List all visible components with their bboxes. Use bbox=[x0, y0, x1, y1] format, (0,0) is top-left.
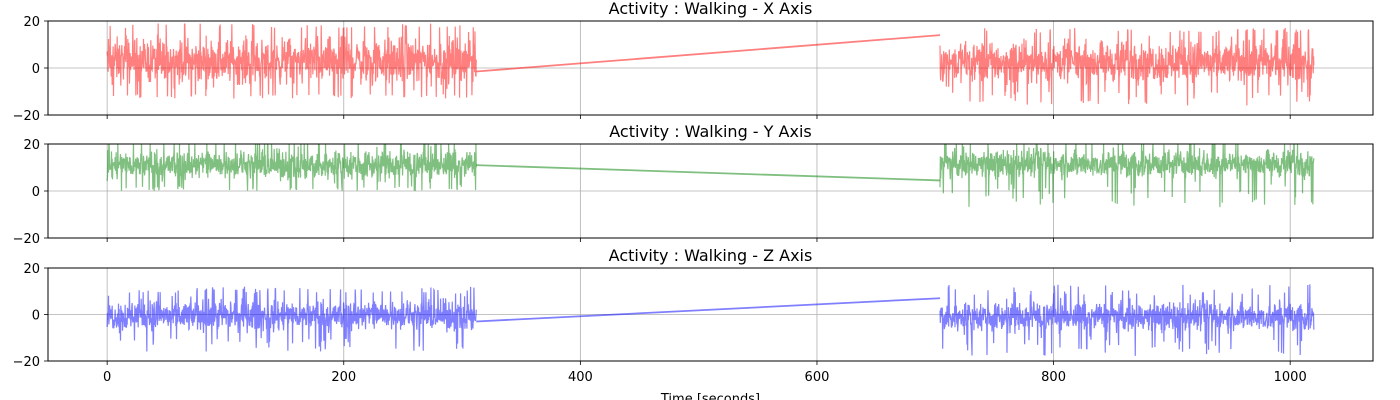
signal-bridge-line bbox=[476, 164, 941, 182]
y-tick-label: 20 bbox=[23, 15, 40, 30]
y-tick-label: 0 bbox=[32, 62, 40, 77]
y-tick-label: 0 bbox=[32, 309, 40, 324]
x-axis-label: Time [seconds] bbox=[660, 392, 760, 400]
signal-series-z bbox=[106, 284, 1315, 356]
signal-segment-1 bbox=[106, 23, 477, 99]
signal-segment-2 bbox=[939, 284, 1315, 356]
signal-segment-1 bbox=[106, 286, 477, 352]
chart-title: Activity : Walking - Z Axis bbox=[609, 246, 813, 265]
x-tick-label: 600 bbox=[805, 370, 830, 385]
chart-panel-y: −20 0 20 Activity : Walking - Y Axis bbox=[13, 122, 1374, 247]
chart-title: Activity : Walking - X Axis bbox=[609, 0, 813, 18]
y-tick-label: 20 bbox=[23, 262, 40, 277]
signal-segment-2 bbox=[939, 144, 1315, 208]
x-tick-label: 400 bbox=[568, 370, 593, 385]
signal-bridge-line bbox=[476, 297, 941, 323]
chart-panel-x: −20 0 20 Activity : Walking - X Axis bbox=[13, 0, 1374, 124]
x-tick-label: 0 bbox=[103, 370, 111, 385]
signal-series-x bbox=[106, 23, 1315, 106]
signal-segment-2 bbox=[939, 28, 1315, 106]
signal-bridge-line bbox=[476, 34, 941, 73]
y-tick-label: 20 bbox=[23, 138, 40, 153]
y-tick-label: −20 bbox=[13, 355, 40, 370]
y-tick-label: −20 bbox=[13, 232, 40, 247]
y-tick-label: 0 bbox=[32, 185, 40, 200]
signal-series-y bbox=[106, 144, 1315, 208]
x-tick-label: 200 bbox=[331, 370, 356, 385]
chart-title: Activity : Walking - Y Axis bbox=[609, 122, 811, 141]
x-tick-label: 1000 bbox=[1274, 370, 1307, 385]
signal-segment-1 bbox=[106, 144, 477, 191]
x-tick-label: 800 bbox=[1041, 370, 1066, 385]
y-tick-label: −20 bbox=[13, 109, 40, 124]
